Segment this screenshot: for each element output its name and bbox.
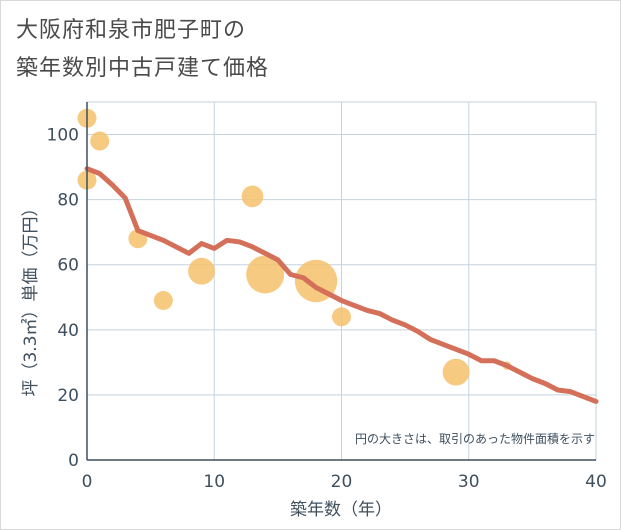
x-tick-label: 40 [585,472,607,492]
x-tick-label: 30 [458,472,480,492]
data-bubble [153,291,173,311]
y-tick-labels: 0 20 40 60 80 100 [47,126,79,471]
data-bubble [188,257,215,285]
y-tick-label: 20 [57,386,79,406]
chart-title: 大阪府和泉市肥子町の 築年数別中古戸建て価格 [16,12,269,88]
data-bubble [442,358,470,386]
x-tick-labels: 0 10 20 30 40 [82,472,607,492]
y-tick-label: 100 [47,126,79,146]
data-bubble [241,185,264,208]
data-bubble [90,131,110,151]
x-tick-label: 0 [82,472,93,492]
data-bubble [246,255,285,294]
x-tick-label: 20 [331,472,353,492]
x-axis-label: 築年数（年） [290,500,392,520]
y-tick-label: 40 [57,321,79,341]
y-tick-label: 60 [57,256,79,276]
axes [86,102,596,461]
grid-lines [86,101,597,461]
chart-title-line-2: 築年数別中古戸建て価格 [16,56,270,81]
size-annotation: 円の大きさは、取引のあった物件面積を示す [355,431,595,446]
data-bubble [332,307,351,327]
trend-line-group [84,166,599,404]
trend-line [84,166,599,404]
chart-title-line-1: 大阪府和泉市肥子町の [16,18,247,43]
y-tick-label: 80 [57,191,79,211]
y-tick-label: 0 [68,451,79,471]
x-tick-label: 10 [203,472,225,492]
y-axis-label: 坪（3.3㎡）単価（万円） [21,199,41,396]
